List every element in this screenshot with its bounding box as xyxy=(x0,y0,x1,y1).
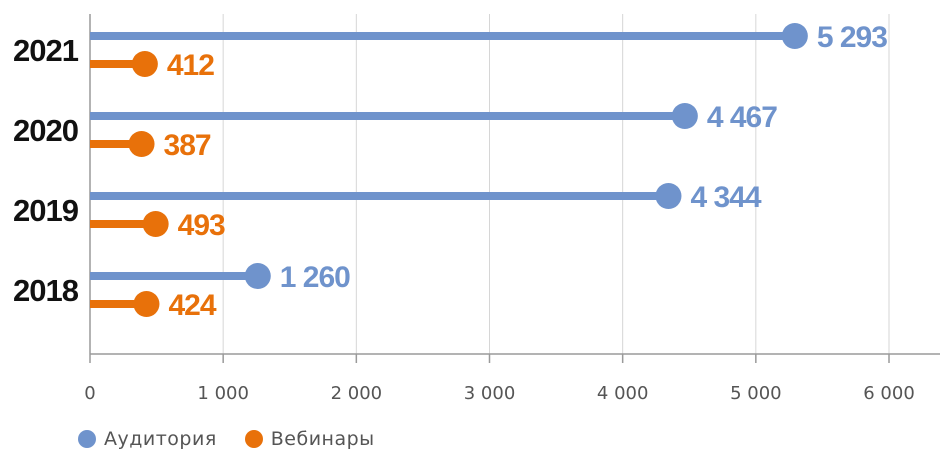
bar-dot xyxy=(142,211,169,237)
x-tick-label: 1 000 xyxy=(197,383,249,404)
data-label: 4 344 xyxy=(690,181,761,214)
bar-dot xyxy=(131,51,158,77)
data-label: 1 260 xyxy=(280,261,350,294)
category-label: 2021 xyxy=(13,33,79,68)
bar-dot xyxy=(671,103,698,129)
bar-dot xyxy=(133,291,160,317)
category-label: 2019 xyxy=(13,193,79,228)
bar-dot xyxy=(128,131,155,157)
data-label: 412 xyxy=(167,49,214,82)
data-label: 424 xyxy=(168,289,216,322)
bar-dot xyxy=(244,263,271,289)
data-label: 387 xyxy=(164,129,211,162)
gridlines xyxy=(222,14,890,354)
data-label: 4 467 xyxy=(707,101,777,134)
x-tick-label: 5 000 xyxy=(730,383,782,404)
legend-item-audience: Аудитория xyxy=(78,428,217,450)
category-label: 2018 xyxy=(13,273,79,308)
lollipop-chart: 0 1 000 2 000 3 000 4 000 5 000 6 000 2021 5 293… xyxy=(13,14,940,404)
legend-label-webinars: Вебинары xyxy=(270,428,375,450)
legend-item-webinars: Вебинары xyxy=(244,428,375,450)
legend-label-audience: Аудитория xyxy=(104,428,217,450)
bar-dot xyxy=(655,183,682,209)
x-tick-label: 4 000 xyxy=(597,383,649,404)
legend-dot-audience xyxy=(78,430,96,448)
axes xyxy=(89,14,940,363)
data-label: 5 293 xyxy=(817,21,887,54)
bar-dot xyxy=(781,23,808,49)
x-tick-label: 0 xyxy=(84,383,95,404)
chart-labels: 0 1 000 2 000 3 000 4 000 5 000 6 000 2021 5 293… xyxy=(13,21,915,404)
x-tick-label: 2 000 xyxy=(331,383,383,404)
category-label: 2020 xyxy=(13,113,78,148)
legend-dot-webinars xyxy=(244,430,263,448)
data-label: 493 xyxy=(178,209,225,242)
x-tick-label: 3 000 xyxy=(464,383,516,404)
x-tick-label: 6 000 xyxy=(863,383,915,404)
chart-marks xyxy=(90,23,808,317)
legend: Аудитория Вебинары xyxy=(78,428,375,450)
